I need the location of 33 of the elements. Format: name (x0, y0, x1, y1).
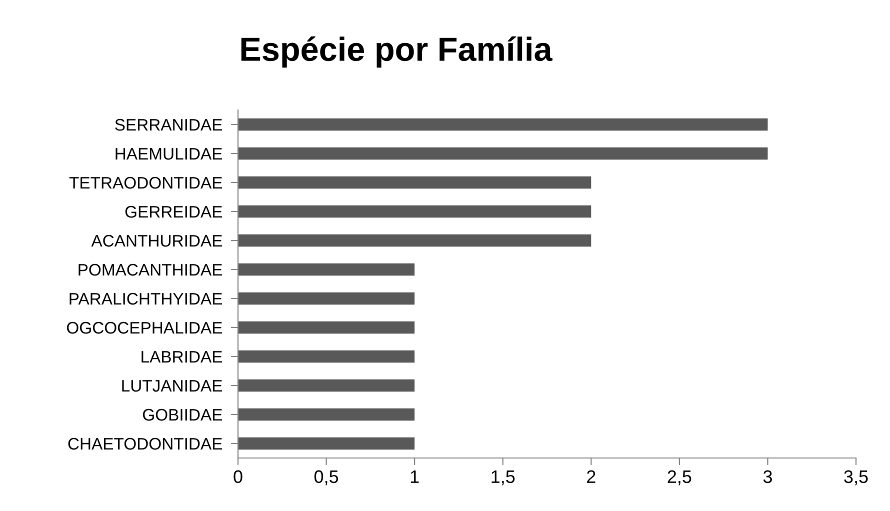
y-tick-label: CHAETODONTIDAE (68, 438, 222, 450)
bar (238, 437, 415, 450)
bar (238, 292, 415, 305)
y-tick-label: LUTJANIDAE (122, 380, 222, 392)
chart-title: Espécie por Família (241, 36, 552, 68)
bar (238, 118, 768, 131)
y-tick-label: TETRAODONTIDAE (69, 176, 222, 189)
y-tick-label: GOBIIDAE (142, 408, 222, 421)
y-tick-label: POMACANTHIDAE (78, 264, 222, 276)
y-tick-label: HAEMULIDAE (116, 148, 222, 160)
x-tick-label: 1,5 (492, 470, 515, 486)
bar (238, 408, 415, 421)
bar (238, 176, 592, 189)
x-tick-label: 2,5 (668, 470, 692, 486)
y-tick-label: PARALICHTHYIDAE (70, 292, 222, 305)
y-tick-label: GERREIDAE (125, 206, 222, 218)
x-tick-label: 0 (234, 470, 242, 484)
x-tick-label: 2 (587, 470, 596, 483)
bar (238, 350, 415, 363)
bar (238, 321, 415, 334)
bar (238, 147, 768, 160)
bar (238, 234, 592, 247)
y-tick-label: SERRANIDAE (115, 118, 222, 131)
y-tick-label: ACANTHURIDAE (91, 234, 222, 247)
x-tick-label: 3 (763, 470, 772, 484)
bar (238, 263, 415, 276)
x-tick-label: 1 (410, 470, 419, 483)
x-tick-label: 3,5 (844, 470, 868, 486)
bar (238, 379, 415, 392)
y-tick-label: OGCOCEPHALIDAE (66, 322, 222, 334)
y-tick-label: LABRIDAE (142, 351, 222, 363)
x-tick-label: 0,5 (314, 470, 338, 486)
bar (238, 205, 592, 218)
